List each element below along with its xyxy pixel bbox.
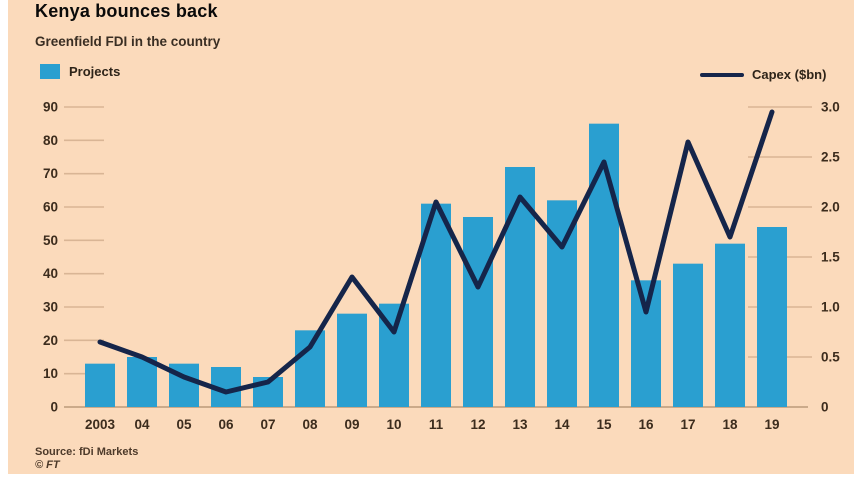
x-axis-label: 10: [386, 417, 401, 432]
right-axis-label: 1.0: [821, 300, 840, 315]
x-axis-label: 17: [680, 417, 695, 432]
x-axis-label: 07: [260, 417, 275, 432]
chart-title: Kenya bounces back: [35, 1, 218, 21]
x-axis-label: 18: [722, 417, 738, 432]
x-axis-label: 12: [470, 417, 485, 432]
legend-capex: Capex ($bn): [700, 67, 826, 82]
right-axis-label: 2.5: [821, 150, 840, 165]
legend-capex-label: Capex ($bn): [752, 67, 827, 82]
left-axis-label: 90: [43, 100, 58, 115]
projects-bar: [463, 217, 493, 407]
projects-swatch-icon: [40, 64, 60, 79]
projects-bar: [715, 243, 745, 407]
x-axis-label: 06: [218, 417, 234, 432]
left-axis-label: 0: [50, 400, 58, 415]
x-axis-label: 13: [512, 417, 528, 432]
x-axis-label: 05: [176, 417, 192, 432]
left-axis-label: 40: [43, 266, 58, 281]
x-axis-label: 2003: [85, 417, 116, 432]
x-axis-label: 09: [344, 417, 359, 432]
projects-bar: [757, 227, 787, 407]
capex-line: [97, 109, 775, 395]
projects-bar: [337, 313, 367, 407]
x-axis-label: 11: [429, 417, 444, 432]
legend-projects: Projects: [40, 64, 120, 79]
projects-bar: [673, 263, 703, 407]
projects-bar: [127, 357, 157, 407]
projects-bar: [505, 167, 535, 407]
right-axis-label: 2.0: [821, 200, 840, 215]
left-axis-label: 20: [43, 333, 58, 348]
x-axis-label: 04: [134, 417, 150, 432]
x-axis-label: 08: [302, 417, 318, 432]
left-axis-label: 80: [43, 133, 58, 148]
left-axis-label: 70: [43, 166, 58, 181]
copyright-text: © FT: [35, 459, 60, 471]
x-axis-label: 14: [554, 417, 570, 432]
chart-subtitle: Greenfield FDI in the country: [35, 34, 221, 49]
projects-bar: [295, 330, 325, 407]
capex-line-icon: [700, 72, 744, 77]
x-axis-label: 15: [596, 417, 612, 432]
projects-bar: [631, 280, 661, 407]
x-axis-label: 16: [638, 417, 654, 432]
left-axis-label: 50: [43, 233, 58, 248]
right-axis-label: 3.0: [821, 100, 840, 115]
left-axis-label: 10: [43, 366, 58, 381]
source-text: Source: fDi Markets: [35, 446, 139, 458]
left-axis-label: 60: [43, 200, 58, 215]
right-axis-label: 0.5: [821, 350, 840, 365]
left-axis-label: 30: [43, 300, 58, 315]
right-axis-label: 1.5: [821, 250, 840, 265]
right-axis-label: 0: [821, 400, 829, 415]
x-axis-label: 19: [764, 417, 779, 432]
projects-bar: [85, 363, 115, 407]
legend-projects-label: Projects: [69, 64, 121, 79]
source-note: Source: fDi Markets © FT: [35, 446, 138, 472]
